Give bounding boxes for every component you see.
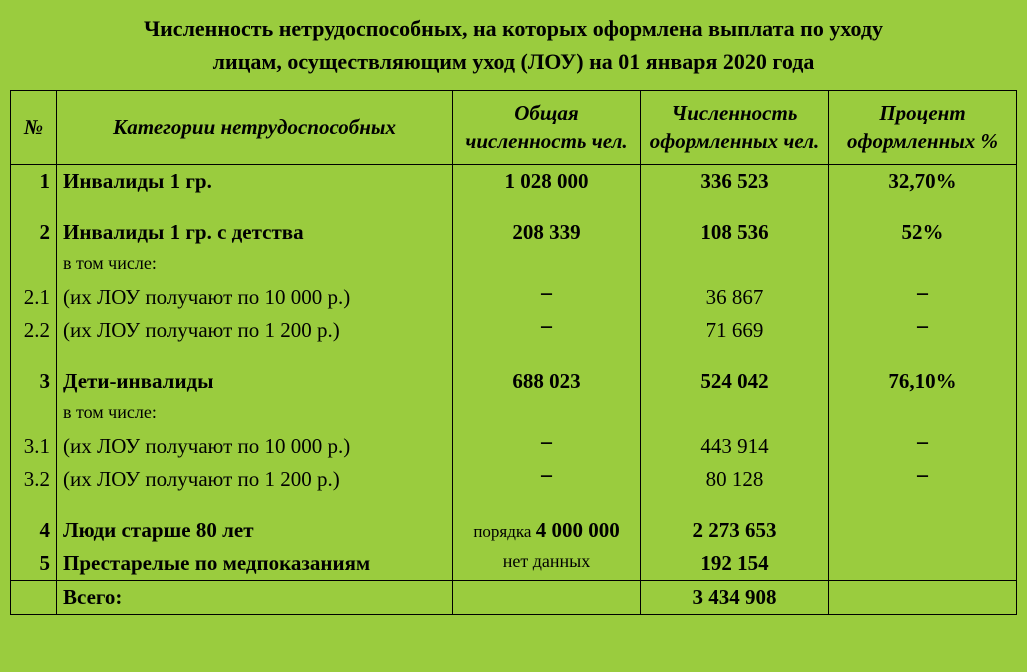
page-title: Численность нетрудоспособных, на которых… [10,6,1017,90]
header-percent: Процент оформленных % [829,91,1017,165]
page: Численность нетрудоспособных, на которых… [0,0,1027,672]
cell-category: Престарелые по медпоказаниям [57,547,453,581]
cell-percent: − [829,281,1017,314]
cell-num: 4 [11,514,57,547]
cell-category: Дети-инвалиды [57,365,453,398]
cell-num: 3.1 [11,430,57,463]
cell-num [11,580,57,614]
cell-total: − [453,314,641,347]
cell-num [11,398,57,430]
table-row: в том числе: [11,249,1017,281]
cell-percent: 76,10% [829,365,1017,398]
header-category: Категории нетрудоспособных [57,91,453,165]
table-row-total: Всего: 3 434 908 [11,580,1017,614]
cell-percent: − [829,314,1017,347]
cell-category: (их ЛОУ получают по 10 000 р.) [57,281,453,314]
cell-registered [641,398,829,430]
cell-category-note: в том числе: [57,398,453,430]
title-line-2: лицам, осуществляющим уход (ЛОУ) на 01 я… [213,49,815,74]
cell-percent [829,249,1017,281]
cell-registered: 192 154 [641,547,829,581]
table-row: 2 Инвалиды 1 гр. с детства 208 339 108 5… [11,216,1017,249]
cell-registered: 2 273 653 [641,514,829,547]
table-row: 3.1 (их ЛОУ получают по 10 000 р.) − 443… [11,430,1017,463]
cell-registered: 336 523 [641,164,829,198]
table-row: 3.2 (их ЛОУ получают по 1 200 р.) − 80 1… [11,463,1017,496]
cell-total: − [453,430,641,463]
cell-percent [829,547,1017,581]
cell-registered: 71 669 [641,314,829,347]
cell-percent: − [829,463,1017,496]
cell-category: (их ЛОУ получают по 10 000 р.) [57,430,453,463]
cell-percent: 52% [829,216,1017,249]
cell-registered: 80 128 [641,463,829,496]
cell-total-note: нет данных [453,547,641,581]
cell-category: (их ЛОУ получают по 1 200 р.) [57,314,453,347]
cell-category: Инвалиды 1 гр. [57,164,453,198]
cell-registered: 524 042 [641,365,829,398]
title-line-1: Численность нетрудоспособных, на которых… [144,16,883,41]
table-row: 1 Инвалиды 1 гр. 1 028 000 336 523 32,70… [11,164,1017,198]
cell-registered [641,249,829,281]
spacer-row [11,198,1017,216]
table-row: 4 Люди старше 80 лет порядка 4 000 000 2… [11,514,1017,547]
total-value: 4 000 000 [536,518,620,542]
cell-total [453,580,641,614]
cell-percent [829,398,1017,430]
cell-category: Инвалиды 1 гр. с детства [57,216,453,249]
cell-category-note: в том числе: [57,249,453,281]
cell-num: 2.2 [11,314,57,347]
table-row: 2.2 (их ЛОУ получают по 1 200 р.) − 71 6… [11,314,1017,347]
cell-num: 3.2 [11,463,57,496]
data-table: № Категории нетрудоспособных Общая числе… [10,90,1017,615]
cell-category: Всего: [57,580,453,614]
cell-total [453,249,641,281]
cell-total: 688 023 [453,365,641,398]
cell-num: 5 [11,547,57,581]
cell-total: порядка 4 000 000 [453,514,641,547]
cell-category: (их ЛОУ получают по 1 200 р.) [57,463,453,496]
cell-num: 2.1 [11,281,57,314]
spacer-row [11,347,1017,365]
cell-total: 1 028 000 [453,164,641,198]
cell-registered: 3 434 908 [641,580,829,614]
cell-category: Люди старше 80 лет [57,514,453,547]
cell-registered: 36 867 [641,281,829,314]
table-row: 5 Престарелые по медпоказаниям нет данны… [11,547,1017,581]
cell-percent [829,580,1017,614]
header-registered: Численность оформленных чел. [641,91,829,165]
spacer-row [11,496,1017,514]
cell-registered: 108 536 [641,216,829,249]
cell-total: − [453,281,641,314]
cell-percent: 32,70% [829,164,1017,198]
header-num: № [11,91,57,165]
cell-percent [829,514,1017,547]
header-row: № Категории нетрудоспособных Общая числе… [11,91,1017,165]
cell-total: − [453,463,641,496]
cell-percent: − [829,430,1017,463]
cell-num: 1 [11,164,57,198]
cell-total [453,398,641,430]
table-row: 2.1 (их ЛОУ получают по 10 000 р.) − 36 … [11,281,1017,314]
cell-num: 2 [11,216,57,249]
cell-registered: 443 914 [641,430,829,463]
total-prefix: порядка [473,522,535,541]
cell-total: 208 339 [453,216,641,249]
table-row: в том числе: [11,398,1017,430]
cell-num [11,249,57,281]
table-row: 3 Дети-инвалиды 688 023 524 042 76,10% [11,365,1017,398]
cell-num: 3 [11,365,57,398]
header-total: Общая численность чел. [453,91,641,165]
